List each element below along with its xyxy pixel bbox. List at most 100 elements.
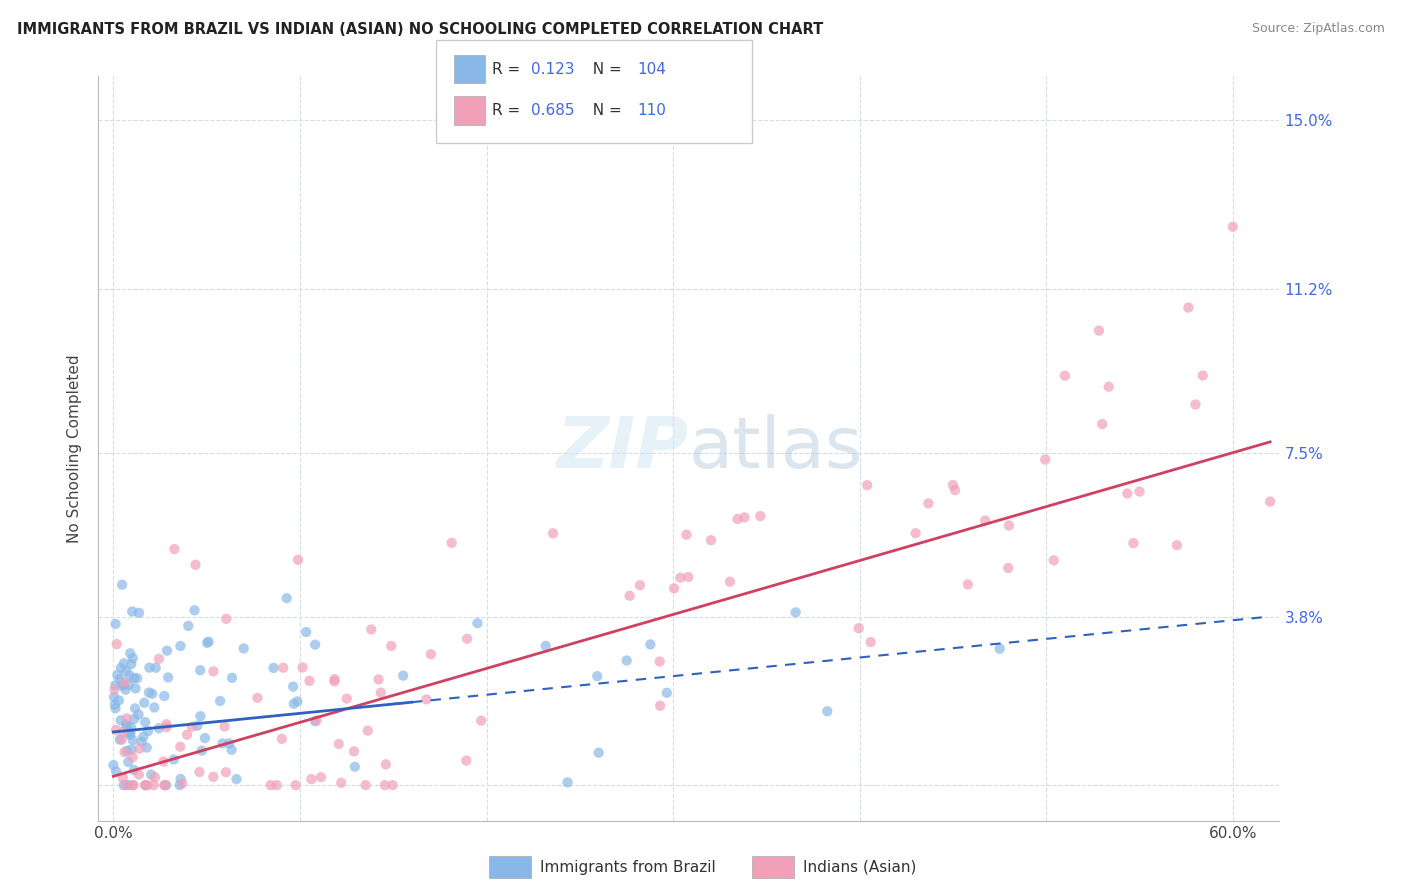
Point (440, 536, 463, 550)
Point (215, 765, 238, 780)
Point (143, 700, 166, 714)
Point (112, 778, 135, 792)
Text: Source: ZipAtlas.com: Source: ZipAtlas.com (1251, 22, 1385, 36)
Point (420, 648, 443, 662)
Point (640, 637, 662, 651)
Text: R =: R = (492, 103, 526, 118)
Point (586, 669, 609, 683)
Point (374, 778, 396, 792)
Point (467, 616, 489, 631)
Point (202, 770, 225, 784)
Point (956, 577, 979, 591)
Point (309, 770, 332, 784)
Point (103, 682, 125, 697)
Point (163, 542, 186, 557)
Point (616, 653, 638, 667)
Point (169, 739, 191, 754)
Point (121, 651, 143, 665)
Point (218, 736, 240, 750)
Point (284, 778, 307, 792)
Point (105, 637, 128, 651)
Point (132, 730, 155, 744)
Point (1166, 538, 1188, 552)
Text: Indians (Asian): Indians (Asian) (803, 860, 917, 874)
Point (104, 698, 127, 712)
Point (122, 778, 145, 792)
Point (111, 724, 134, 739)
Point (118, 678, 141, 692)
Point (304, 638, 326, 652)
Point (108, 672, 131, 686)
Point (153, 689, 176, 703)
Point (263, 661, 285, 675)
Point (114, 745, 136, 759)
Point (117, 755, 139, 769)
Text: 0.123: 0.123 (531, 62, 575, 77)
Point (128, 606, 150, 620)
Point (848, 621, 870, 635)
Point (184, 558, 207, 572)
Point (323, 672, 346, 686)
Point (111, 677, 134, 691)
Point (1053, 368, 1076, 383)
Point (118, 668, 141, 682)
Point (103, 690, 125, 704)
Point (141, 767, 163, 781)
Point (1222, 219, 1244, 234)
Point (197, 634, 219, 648)
Point (1098, 380, 1121, 394)
Point (153, 778, 176, 792)
Point (115, 718, 138, 732)
Point (157, 670, 180, 684)
Point (456, 754, 478, 768)
Point (134, 778, 156, 792)
Point (974, 514, 997, 528)
Point (917, 496, 939, 510)
Point (727, 512, 749, 526)
Point (188, 765, 211, 780)
Point (112, 657, 135, 671)
Point (211, 736, 233, 750)
Point (785, 606, 807, 620)
Point (534, 639, 557, 653)
Point (456, 632, 478, 646)
Point (998, 518, 1021, 533)
Point (152, 755, 174, 769)
Point (298, 673, 321, 688)
Point (392, 668, 415, 682)
Text: R =: R = (492, 62, 526, 77)
Point (169, 639, 191, 653)
Text: Immigrants from Brazil: Immigrants from Brazil (540, 860, 716, 874)
Point (188, 663, 211, 677)
Point (662, 582, 685, 596)
Point (370, 686, 392, 700)
Point (118, 778, 141, 792)
Point (124, 701, 146, 715)
Point (299, 772, 322, 786)
Point (859, 635, 882, 649)
Point (110, 661, 132, 675)
Point (104, 678, 127, 692)
Point (360, 623, 382, 637)
Point (669, 571, 692, 585)
Point (136, 724, 159, 739)
Point (283, 697, 305, 711)
Point (183, 603, 205, 617)
Point (128, 741, 150, 756)
Point (104, 616, 127, 631)
Point (111, 679, 134, 693)
Point (202, 665, 225, 679)
Point (163, 752, 186, 766)
Point (134, 778, 156, 792)
Text: 104: 104 (637, 62, 666, 77)
Point (541, 526, 564, 541)
Point (1122, 536, 1144, 550)
Text: atlas: atlas (689, 414, 863, 483)
Point (120, 728, 142, 742)
Point (678, 570, 700, 584)
Point (285, 694, 308, 708)
Point (942, 478, 965, 492)
Point (114, 682, 136, 697)
Point (260, 778, 283, 792)
Point (281, 680, 304, 694)
